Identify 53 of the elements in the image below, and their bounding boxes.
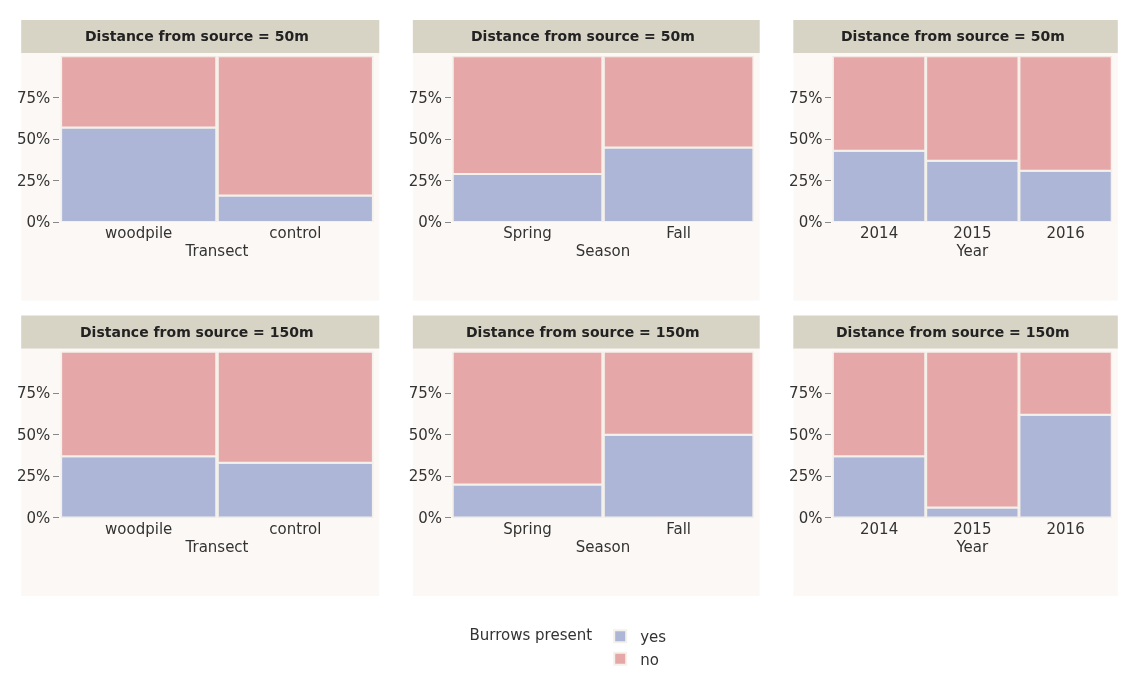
chart-title: Distance from source = 50m (471, 28, 695, 44)
x-tick-label: Fall (666, 224, 691, 243)
legend-label: yes (640, 628, 667, 647)
y-tick-label: 25% (789, 171, 823, 190)
x-tick-label: 2016 (1046, 224, 1085, 243)
chart-title: Distance from source = 150m (466, 324, 700, 340)
chart-title: Distance from source = 150m (836, 324, 1070, 340)
y-tick-label: 75% (789, 384, 823, 403)
y-tick-label: 75% (408, 384, 443, 403)
y-tick-label: 50% (17, 130, 51, 149)
x-tick-label: 2016 (1046, 519, 1085, 538)
y-tick-label: 75% (17, 384, 51, 403)
x-axis-title: Season (575, 537, 631, 556)
y-tick-label: 0% (418, 508, 443, 527)
y-tick-label: 75% (408, 88, 443, 107)
y-tick-label: 50% (789, 425, 823, 444)
y-tick-label: 0% (798, 508, 823, 527)
y-tick-label: 0% (26, 508, 51, 527)
x-axis-title: Season (575, 242, 631, 261)
y-tick-label: 50% (408, 130, 443, 149)
x-tick-label: 2015 (953, 224, 992, 243)
x-axis-title: Transect (184, 537, 249, 556)
y-tick-label: 50% (408, 425, 443, 444)
y-tick-label: 0% (418, 213, 443, 232)
x-tick-label: woodpile (105, 519, 173, 538)
chart-title: Distance from source = 50m (841, 28, 1065, 44)
y-tick-label: 0% (798, 213, 823, 232)
x-tick-label: control (269, 519, 322, 538)
x-axis-title: Transect (184, 242, 249, 261)
x-tick-label: Fall (666, 519, 691, 538)
x-tick-label: 2014 (860, 224, 899, 243)
y-tick-label: 25% (789, 467, 823, 486)
x-tick-label: 2014 (860, 519, 899, 538)
x-axis-title: Year (955, 537, 990, 556)
legend-title: Burrows present (469, 625, 593, 644)
legend-label: no (640, 650, 659, 669)
x-tick-label: Spring (503, 519, 552, 538)
y-tick-label: 25% (408, 171, 443, 190)
x-tick-label: 2015 (953, 519, 992, 538)
chart-title: Distance from source = 150m (80, 324, 314, 340)
y-tick-label: 75% (17, 88, 51, 107)
x-axis-title: Year (955, 242, 990, 261)
x-tick-label: Spring (503, 224, 552, 243)
y-tick-label: 0% (26, 213, 51, 232)
y-tick-label: 25% (408, 467, 443, 486)
x-tick-label: woodpile (105, 224, 173, 243)
y-tick-label: 50% (789, 130, 823, 149)
x-tick-label: control (269, 224, 322, 243)
chart-title: Distance from source = 50m (85, 28, 309, 44)
y-tick-label: 25% (17, 171, 51, 190)
y-tick-label: 75% (789, 88, 823, 107)
y-tick-label: 50% (17, 425, 51, 444)
y-tick-label: 25% (17, 467, 51, 486)
